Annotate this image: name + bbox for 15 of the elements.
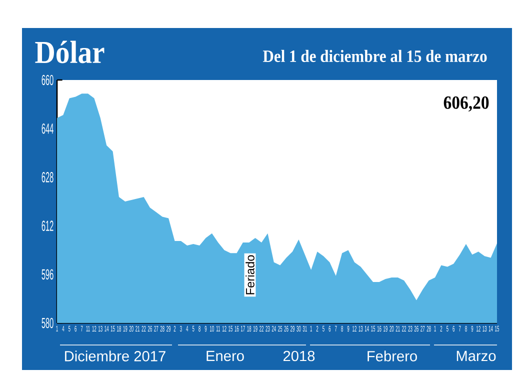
chart-subtitle: Del 1 de diciembre al 15 de marzo — [262, 50, 487, 62]
text: Febrero — [368, 350, 417, 362]
y-tick-label: 596 — [42, 269, 54, 280]
chart-title: Dólar — [35, 40, 104, 64]
text: Enero — [206, 350, 244, 362]
y-tick-label: 612 — [42, 220, 54, 231]
y-tick-label: 628 — [42, 172, 54, 182]
annotation: 606,20 — [444, 96, 489, 112]
text: Marzo — [456, 350, 496, 362]
text: 2018 — [283, 350, 315, 362]
y-tick-label: 580 — [42, 318, 54, 328]
text: Diciembre 2017 — [65, 350, 166, 362]
annotation: Feriado — [246, 255, 254, 294]
y-tick-label: 644 — [42, 123, 54, 134]
y-tick-label: 660 — [42, 74, 54, 86]
